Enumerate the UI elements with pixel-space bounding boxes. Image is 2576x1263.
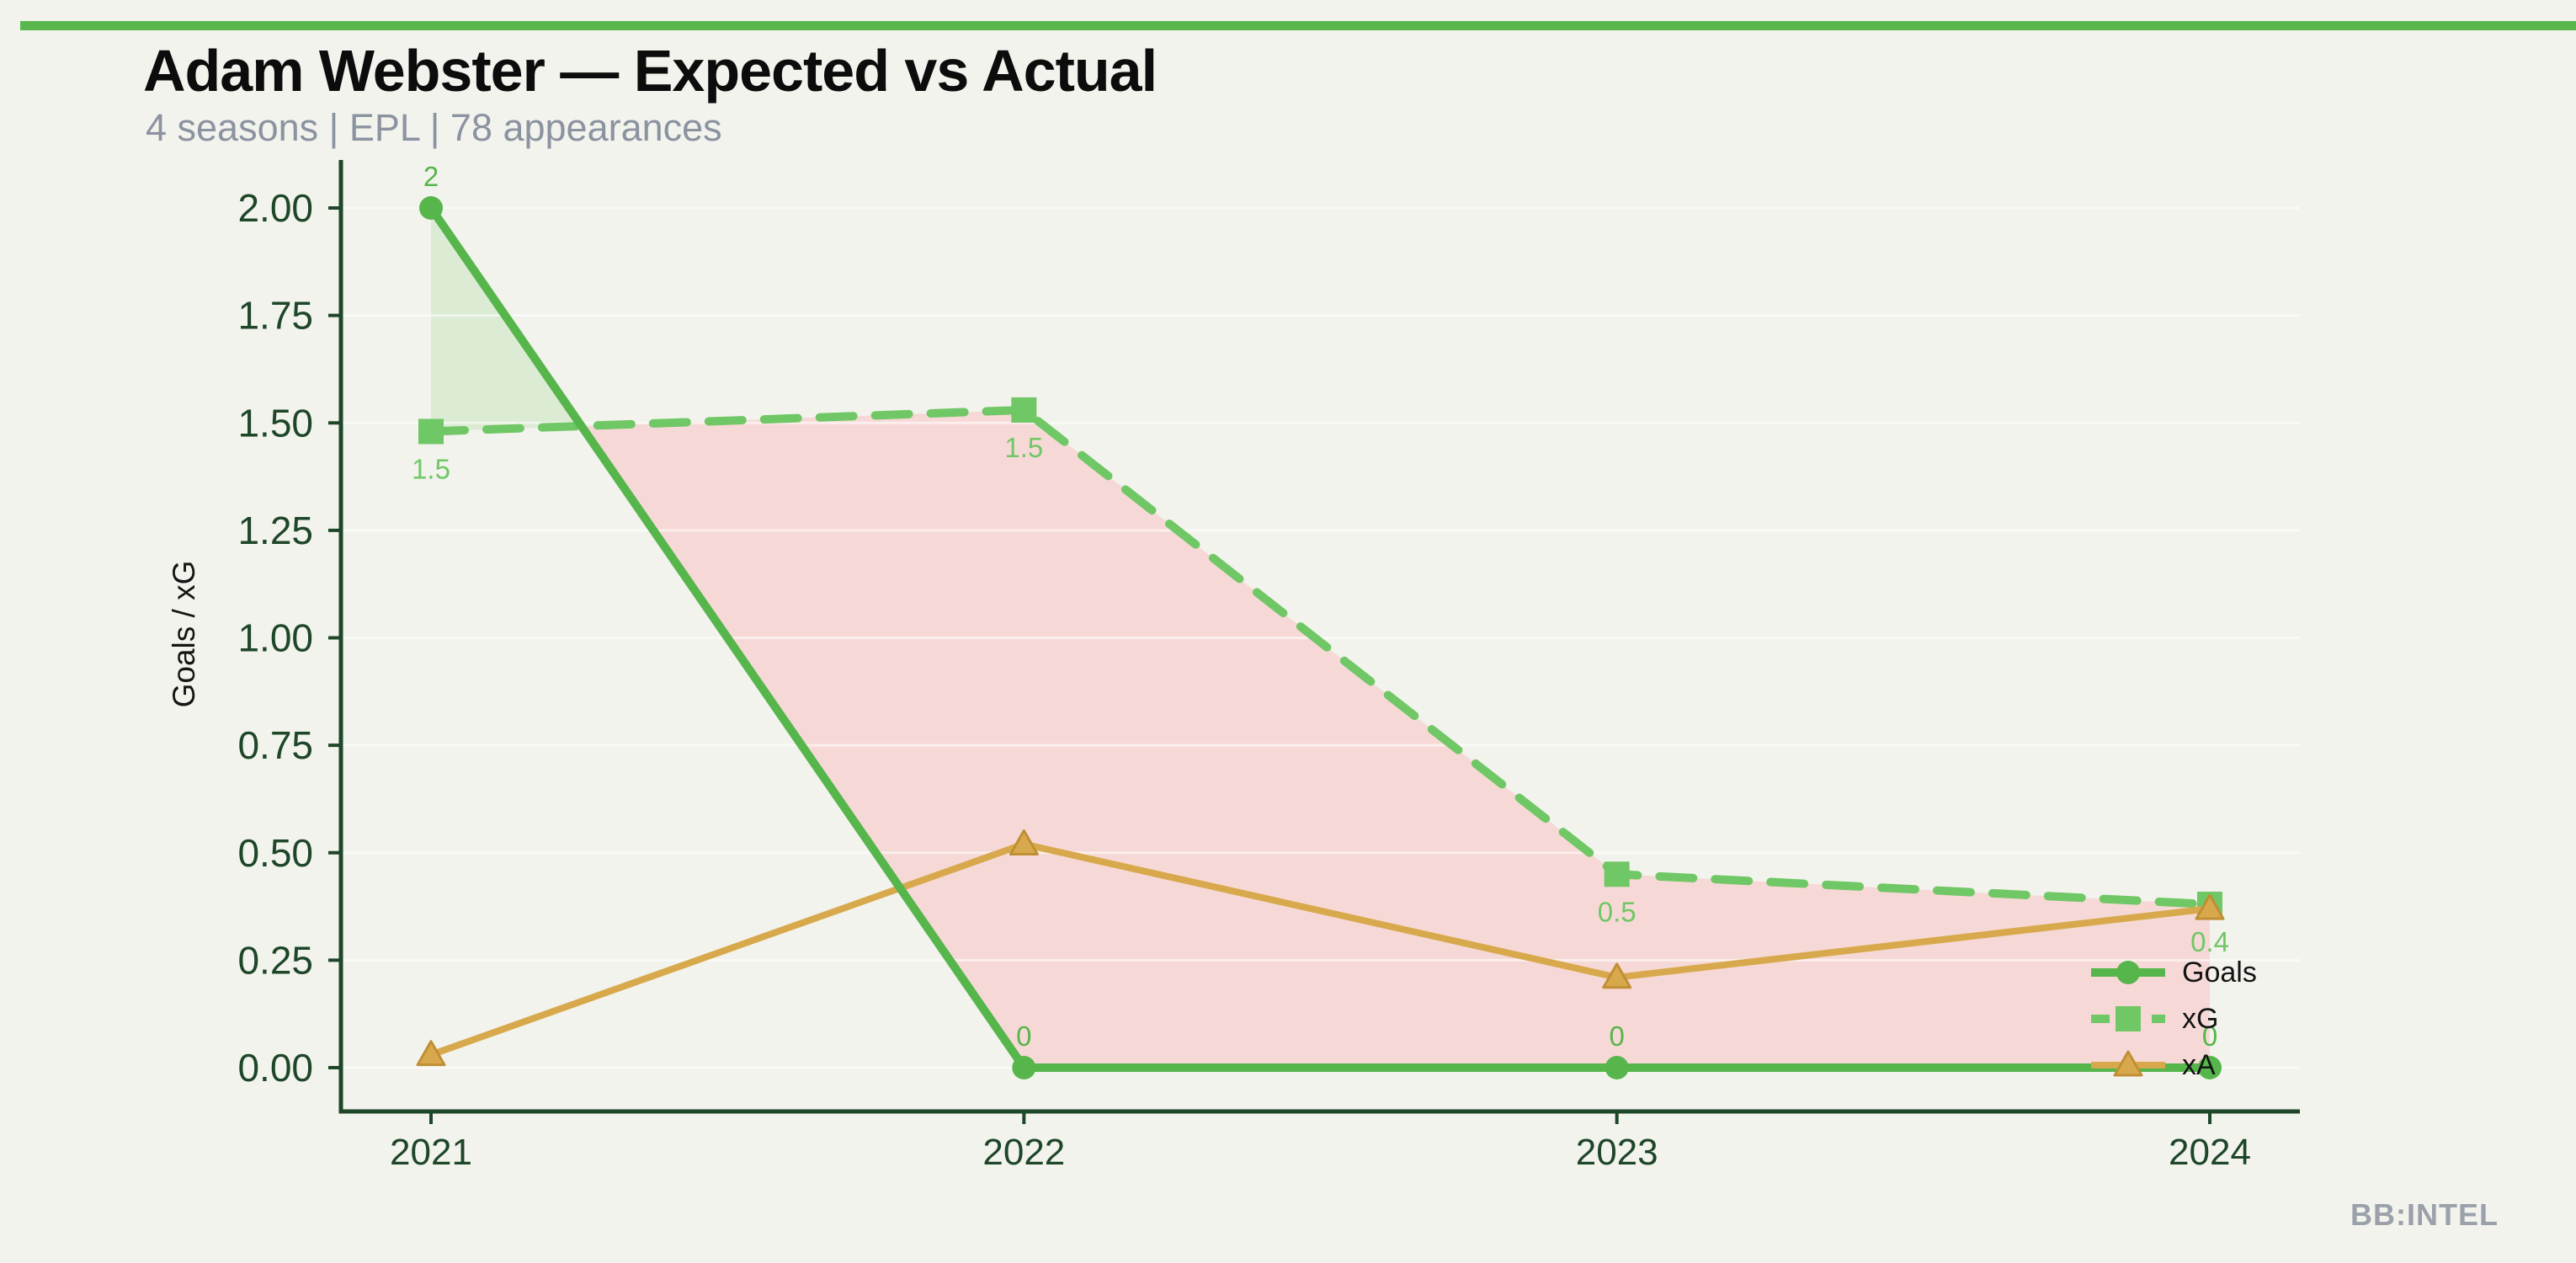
- data-point-marker: [1009, 829, 1039, 856]
- point-value-label: 0: [1609, 1021, 1624, 1052]
- data-point-marker: [419, 196, 443, 220]
- y-tick-label: 0.25: [237, 938, 313, 982]
- legend-label: Goals: [2182, 957, 2257, 989]
- data-point-marker: [1602, 962, 1632, 989]
- accent-top-bar: [20, 21, 2576, 30]
- y-tick-label: 1.50: [237, 401, 313, 445]
- legend: Goals xG xA: [2091, 957, 2257, 1081]
- y-axis-ticks: 0.00 0.25 0.50 0.75 1.00 1.25 1.50 1.75 2.00: [237, 186, 341, 1090]
- legend-item-xg: xG: [2091, 1003, 2218, 1035]
- y-tick-label: 0.50: [237, 831, 313, 875]
- x-tick-label: 2021: [390, 1132, 472, 1173]
- series-goals: [419, 196, 2222, 1079]
- series-line-goals: [427, 204, 2214, 1072]
- data-point-marker: [2116, 961, 2140, 984]
- data-point-marker: [1605, 1056, 1629, 1079]
- legend-label: xG: [2182, 1003, 2218, 1035]
- series-lines: [416, 196, 2225, 1079]
- data-point-marker: [1012, 1056, 1036, 1079]
- data-point-marker: [2198, 1056, 2222, 1079]
- point-value-label: 0: [2202, 1021, 2217, 1052]
- legend-label: xA: [2182, 1049, 2216, 1081]
- x-tick-label: 2022: [982, 1132, 1065, 1173]
- point-value-label: 0: [1016, 1021, 1031, 1052]
- y-tick-label: 2.00: [237, 186, 313, 230]
- y-tick-label: 0.75: [237, 723, 313, 767]
- data-point-marker: [416, 1040, 446, 1067]
- point-value-label: 1.5: [412, 453, 450, 484]
- data-point-marker: [418, 418, 444, 445]
- y-tick-label: 0.00: [237, 1046, 313, 1090]
- point-value-label: 1.5: [1004, 432, 1043, 463]
- watermark-logo: BB:INTEL: [2350, 1197, 2499, 1232]
- x-tick-label: 2023: [1576, 1132, 1658, 1173]
- data-point-marker: [2116, 1006, 2141, 1031]
- data-point-labels: 2 0 0 0 1.5 1.5 0.5 0.4: [412, 161, 2229, 1052]
- series-xa: [416, 829, 2225, 1067]
- point-value-label: 2: [423, 161, 439, 192]
- series-line-xa: [428, 840, 2213, 1058]
- y-tick-label: 1.25: [237, 509, 313, 552]
- x-axis-ticks: 2021 2022 2023 2024: [390, 1111, 2251, 1173]
- y-tick-label: 1.00: [237, 616, 313, 660]
- point-value-label: 0.4: [2190, 926, 2229, 957]
- data-point-marker: [1604, 861, 1630, 887]
- y-axis-title: Goals / xG: [167, 561, 201, 708]
- legend-item-goals: Goals: [2091, 957, 2257, 989]
- legend-item-xa: xA: [2091, 1049, 2216, 1081]
- data-point-marker: [2113, 1050, 2143, 1077]
- data-point-marker: [1011, 397, 1037, 423]
- series-line-xg: [427, 405, 2214, 909]
- chart-subtitle: 4 seasons | EPL | 78 appearances: [146, 106, 722, 149]
- y-tick-label: 1.75: [237, 294, 313, 338]
- point-value-label: 0.5: [1598, 896, 1637, 927]
- chart-title: Adam Webster — Expected vs Actual: [143, 38, 1158, 104]
- x-tick-label: 2024: [2169, 1132, 2251, 1173]
- fill-underperform: [581, 409, 2210, 1068]
- data-point-marker: [2195, 893, 2225, 920]
